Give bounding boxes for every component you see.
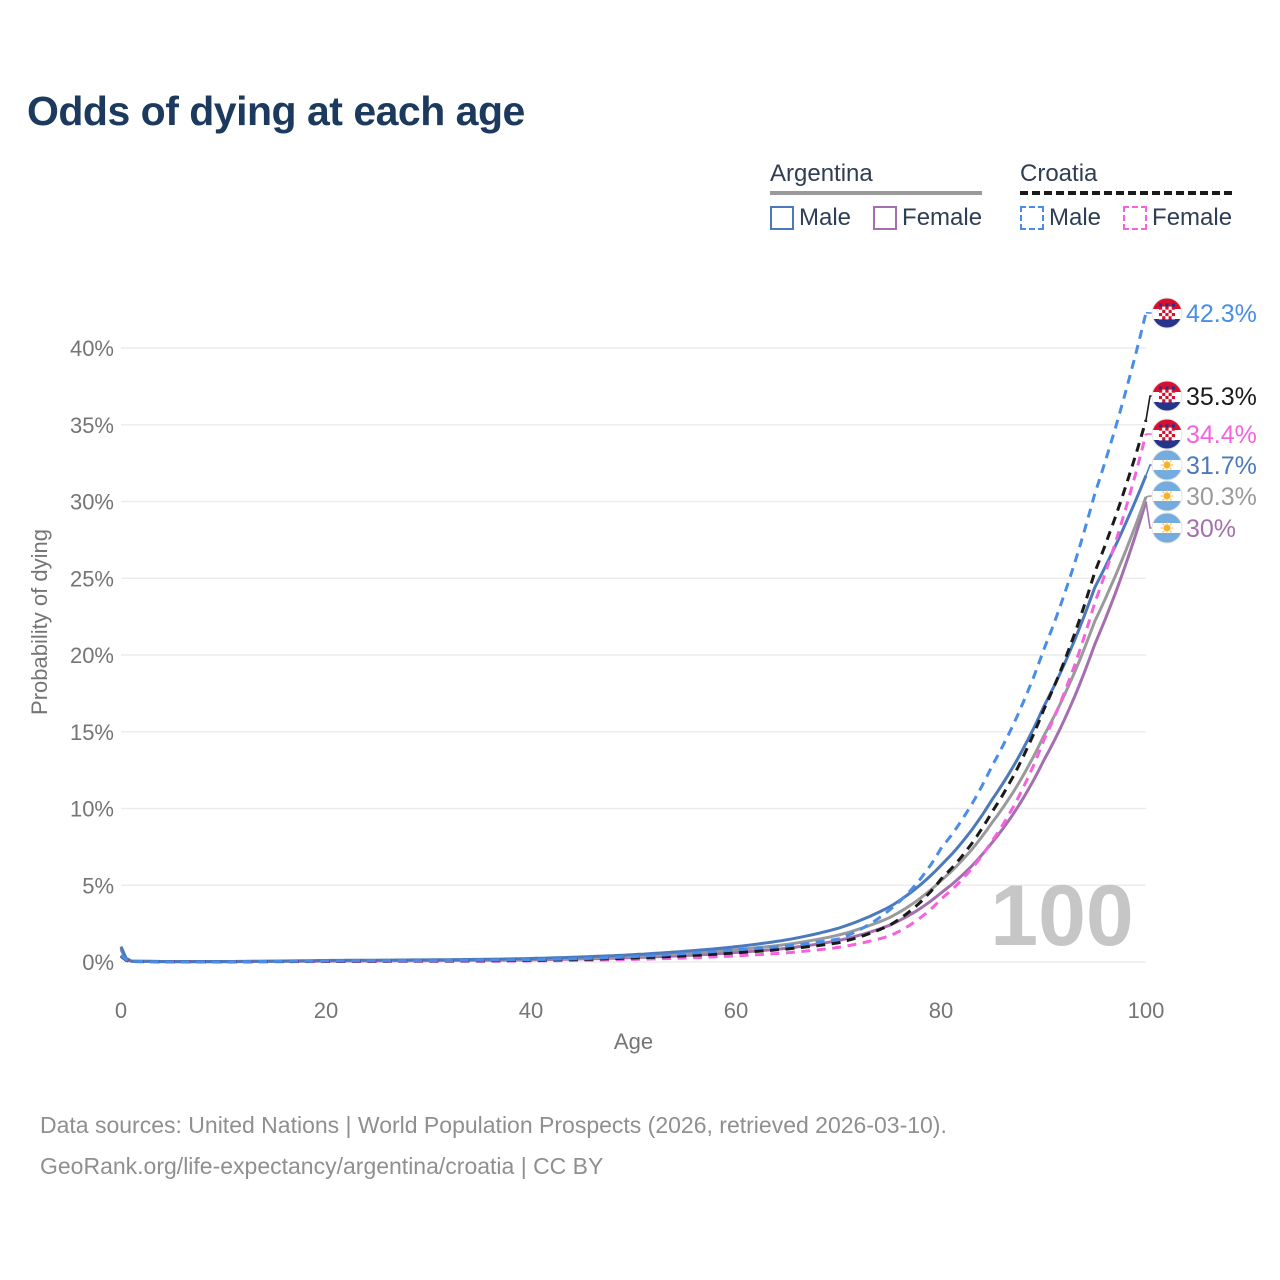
y-axis-title: Probability of dying bbox=[27, 529, 52, 715]
croatia-flag-icon bbox=[1152, 419, 1182, 449]
y-tick-label: 40% bbox=[70, 336, 114, 361]
x-tick-label: 60 bbox=[724, 998, 748, 1023]
end-label-argentina-female: 30% bbox=[1186, 515, 1236, 543]
croatia-female-swatch-icon bbox=[1123, 206, 1148, 230]
legend-underline-argentina bbox=[770, 191, 983, 195]
legend-country-argentina[interactable]: Argentina bbox=[770, 160, 873, 187]
croatia-male-swatch-icon bbox=[1020, 206, 1044, 230]
x-tick-label: 0 bbox=[115, 998, 127, 1023]
croatia-flag-icon bbox=[1152, 381, 1182, 411]
age-watermark: 100 bbox=[990, 868, 1134, 964]
x-axis-title: Age bbox=[614, 1029, 653, 1054]
flag-ring bbox=[1151, 512, 1183, 544]
label-connector-croatia-all bbox=[1145, 395, 1152, 421]
argentina-male-swatch-icon bbox=[770, 206, 794, 230]
end-label-croatia-all: 35.3% bbox=[1186, 383, 1257, 411]
y-tick-label: 5% bbox=[82, 873, 114, 898]
end-label-croatia-female: 34.4% bbox=[1186, 421, 1257, 449]
argentina-female-swatch-icon bbox=[873, 206, 898, 230]
argentina-flag-icon bbox=[1152, 481, 1182, 511]
legend-underline-croatia bbox=[1020, 191, 1233, 195]
x-tick-label: 40 bbox=[519, 998, 543, 1023]
y-tick-label: 25% bbox=[70, 566, 114, 591]
flag-ring bbox=[1151, 418, 1183, 450]
y-tick-label: 30% bbox=[70, 490, 114, 515]
legend-group-croatia: Croatia Male Female bbox=[1020, 160, 1233, 232]
footer: Data sources: United Nations | World Pop… bbox=[40, 1105, 947, 1187]
y-tick-label: 35% bbox=[70, 413, 114, 438]
legend-item-croatia-female[interactable]: Female bbox=[1123, 204, 1232, 232]
x-tick-label: 80 bbox=[929, 998, 953, 1023]
legend-item-croatia-male[interactable]: Male bbox=[1020, 204, 1101, 232]
label-connector-argentina-all bbox=[1145, 495, 1152, 498]
label-connector-argentina-male bbox=[1145, 464, 1152, 476]
end-label-argentina-male: 31.7% bbox=[1186, 452, 1257, 480]
legend-country-croatia[interactable]: Croatia bbox=[1020, 160, 1098, 187]
flag-ring bbox=[1151, 449, 1183, 481]
legend-label: Male bbox=[1049, 204, 1102, 231]
page-title: Odds of dying at each age bbox=[27, 88, 525, 134]
flag-ring bbox=[1151, 297, 1183, 329]
y-tick-label: 15% bbox=[70, 720, 114, 745]
x-tick-label: 20 bbox=[314, 998, 338, 1023]
legend-item-argentina-female[interactable]: Female bbox=[873, 204, 982, 232]
end-label-croatia-male: 42.3% bbox=[1186, 300, 1257, 328]
legend-label: Male bbox=[799, 204, 852, 231]
y-tick-label: 0% bbox=[82, 950, 114, 975]
legend-item-argentina-male[interactable]: Male bbox=[770, 204, 851, 232]
flag-ring bbox=[1151, 380, 1183, 412]
footer-data-sources: Data sources: United Nations | World Pop… bbox=[40, 1112, 947, 1138]
legend-label: Female bbox=[1152, 204, 1233, 231]
flag-ring bbox=[1151, 480, 1183, 512]
footer-attribution: GeoRank.org/life-expectancy/argentina/cr… bbox=[40, 1153, 604, 1179]
legend-group-argentina: Argentina Male Female bbox=[770, 160, 983, 232]
end-label-argentina-all: 30.3% bbox=[1186, 483, 1257, 511]
legend-label: Female bbox=[902, 204, 983, 231]
argentina-flag-icon bbox=[1152, 450, 1182, 480]
x-tick-label: 100 bbox=[1128, 998, 1165, 1023]
croatia-flag-icon bbox=[1152, 298, 1182, 328]
label-connector-argentina-female bbox=[1145, 501, 1152, 529]
y-tick-label: 20% bbox=[70, 643, 114, 668]
curve-croatia-male bbox=[119, 312, 1148, 964]
y-tick-label: 10% bbox=[70, 797, 114, 822]
argentina-flag-icon bbox=[1152, 513, 1182, 543]
